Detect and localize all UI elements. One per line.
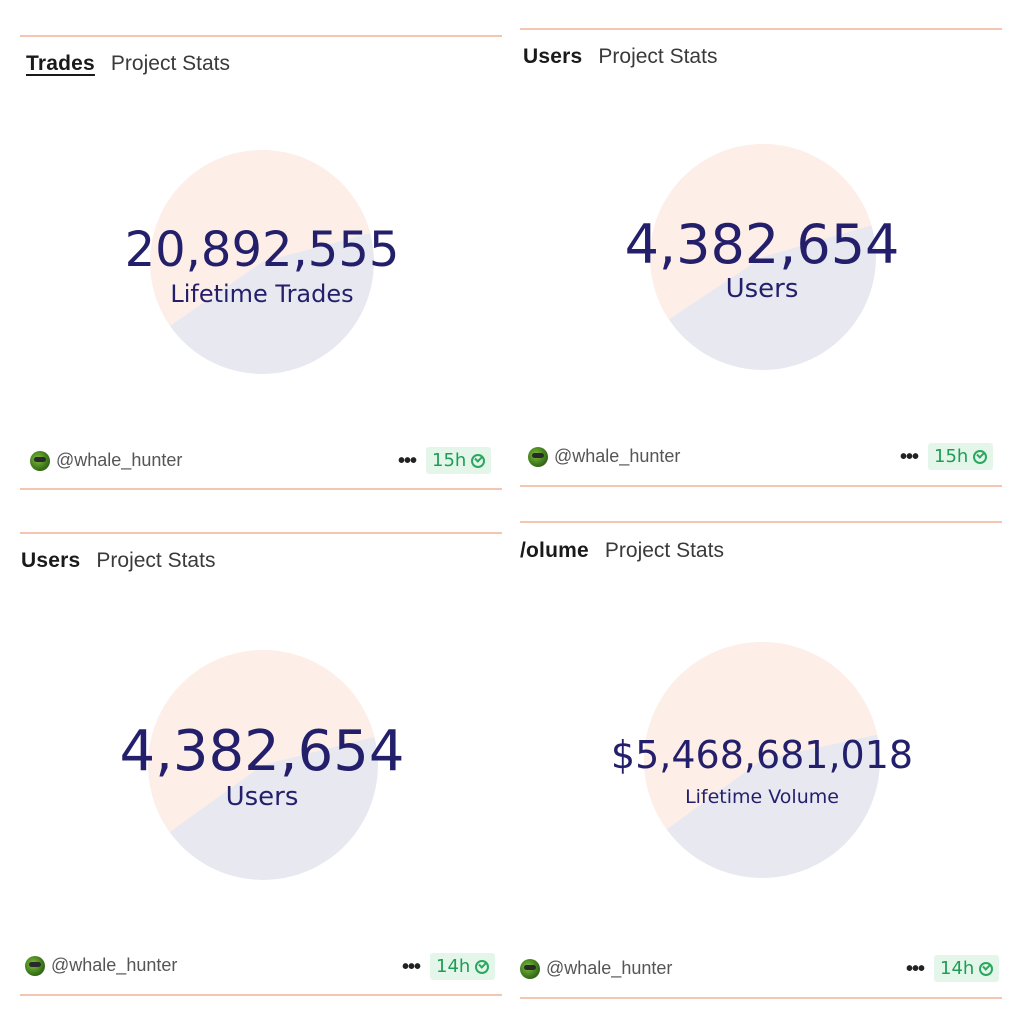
top-divider <box>20 35 502 37</box>
stat-value: 4,382,654 <box>624 213 900 276</box>
frog-avatar-icon[interactable] <box>25 955 45 976</box>
stat-block: $5,468,681,018 Lifetime Volume <box>562 736 962 808</box>
time-text: 14h <box>940 958 975 979</box>
tab-bar: /olume Project Stats <box>520 539 724 563</box>
more-options-icon[interactable]: ••• <box>906 957 925 980</box>
stat-label: Users <box>225 782 299 812</box>
card-footer: @whale_hunter <box>25 955 177 976</box>
frog-avatar-icon[interactable] <box>520 958 540 979</box>
stat-value: 20,892,555 <box>124 222 400 278</box>
tab-bar: Trades Project Stats <box>26 52 230 76</box>
stat-pie-chart <box>644 642 880 878</box>
stat-block: 4,382,654 Users <box>562 213 962 305</box>
stats-card-volume: /olume Project Stats $5,468,681,018 Life… <box>512 512 1024 1024</box>
card-footer: @whale_hunter <box>520 958 672 979</box>
bottom-divider <box>20 488 502 490</box>
more-options-icon[interactable]: ••• <box>402 955 421 978</box>
more-options-icon[interactable]: ••• <box>398 449 417 472</box>
tab-project-stats[interactable]: Project Stats <box>96 549 216 572</box>
time-badge: 14h <box>430 953 496 980</box>
stat-block: 4,382,654 Users <box>62 719 462 813</box>
bottom-divider <box>20 994 502 996</box>
stat-label: Users <box>725 274 799 304</box>
tab-trades[interactable]: Trades <box>26 52 95 75</box>
check-circle-icon <box>973 449 988 464</box>
bottom-divider <box>520 997 1002 999</box>
bottom-divider <box>520 485 1002 487</box>
frog-avatar-icon[interactable] <box>528 446 548 467</box>
footer-actions: ••• 15h <box>398 447 492 474</box>
footer-actions: ••• 15h <box>900 443 994 470</box>
tab-users[interactable]: Users <box>21 549 81 572</box>
stats-card-users: Users Project Stats 4,382,654 Users @wha… <box>0 512 512 1024</box>
check-circle-icon <box>475 959 490 974</box>
time-text: 15h <box>432 450 467 471</box>
stat-value: $5,468,681,018 <box>610 733 914 777</box>
time-badge: 14h <box>934 955 1000 982</box>
time-text: 14h <box>436 956 471 977</box>
top-divider <box>520 28 1002 30</box>
footer-actions: ••• 14h <box>402 953 496 980</box>
card-footer: @whale_hunter <box>30 450 182 471</box>
stat-value: 4,382,654 <box>119 719 405 784</box>
footer-actions: ••• 14h <box>906 955 1000 982</box>
tab-volume[interactable]: /olume <box>520 539 589 562</box>
frog-avatar-icon[interactable] <box>30 450 50 471</box>
time-text: 15h <box>934 446 969 467</box>
card-footer: @whale_hunter <box>528 446 680 467</box>
time-badge: 15h <box>928 443 994 470</box>
tab-bar: Users Project Stats <box>523 45 717 69</box>
author-handle[interactable]: @whale_hunter <box>56 450 183 470</box>
stat-label: Lifetime Volume <box>685 786 839 808</box>
stats-card-trades: Trades Project Stats 20,892,555 Lifetime… <box>0 0 512 512</box>
stat-pie-chart <box>148 650 378 880</box>
tab-project-stats[interactable]: Project Stats <box>604 539 724 562</box>
author-handle[interactable]: @whale_hunter <box>51 955 178 975</box>
stat-pie-chart <box>150 150 374 374</box>
tab-project-stats[interactable]: Project Stats <box>110 52 230 75</box>
more-options-icon[interactable]: ••• <box>900 445 919 468</box>
tab-users[interactable]: Users <box>523 45 583 68</box>
tab-bar: Users Project Stats <box>21 549 215 573</box>
stat-block: 20,892,555 Lifetime Trades <box>62 226 462 308</box>
check-circle-icon <box>471 453 486 468</box>
top-divider <box>520 521 1002 523</box>
tab-project-stats[interactable]: Project Stats <box>598 45 718 68</box>
time-badge: 15h <box>426 447 492 474</box>
check-circle-icon <box>979 961 994 976</box>
author-handle[interactable]: @whale_hunter <box>546 958 673 978</box>
stat-pie-chart <box>650 144 876 370</box>
stat-label: Lifetime Trades <box>170 280 354 308</box>
author-handle[interactable]: @whale_hunter <box>554 446 681 466</box>
top-divider <box>20 532 502 534</box>
stats-card-users: Users Project Stats 4,382,654 Users @wha… <box>512 0 1024 512</box>
